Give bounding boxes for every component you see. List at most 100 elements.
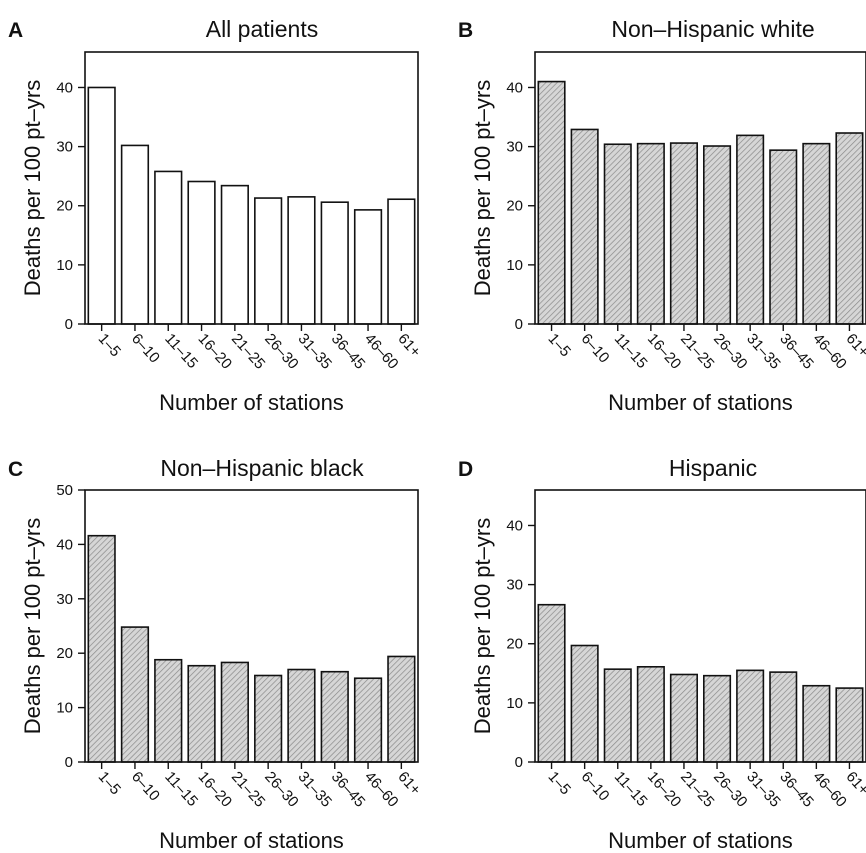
y-tick-label-a-40: 40: [56, 79, 73, 96]
y-tick-label-b-40: 40: [506, 79, 523, 96]
bar-a-6: [254, 197, 283, 325]
x-tick-label-b-9: 46–60: [809, 330, 850, 372]
bar-b-5: [669, 142, 698, 325]
panel-label-c: C: [8, 458, 23, 481]
y-axis-label-c: Deaths per 100 pt–yrs: [20, 518, 45, 734]
x-tick-label-d-7: 31–35: [743, 768, 784, 810]
bar-a-1: [87, 86, 116, 325]
bar-a-5: [220, 184, 249, 325]
bar-d-4: [636, 665, 665, 763]
bar-d-7: [736, 669, 765, 763]
x-tick-label-c-6: 26–30: [261, 768, 302, 810]
x-tick-label-b-7: 31–35: [743, 330, 784, 372]
chart-title-d: Hispanic: [669, 455, 757, 481]
chart-title-a: All patients: [206, 16, 319, 42]
y-tick-label-c-10: 10: [56, 700, 73, 717]
x-tick-label-c-7: 31–35: [294, 768, 335, 810]
x-tick-label-a-7: 31–35: [294, 330, 335, 372]
y-tick-label-b-20: 20: [506, 198, 523, 215]
bar-d-2: [570, 644, 599, 763]
x-tick-label-b-2: 6–10: [578, 330, 613, 366]
bar-b-6: [703, 145, 732, 325]
x-tick-label-c-8: 36–45: [328, 768, 369, 810]
y-tick-label-c-0: 0: [65, 754, 73, 771]
x-tick-label-c-5: 21–25: [228, 768, 269, 810]
bar-a-4: [187, 180, 216, 325]
x-tick-label-a-6: 26–30: [261, 330, 302, 372]
y-tick-label-d-40: 40: [506, 517, 523, 534]
y-tick-label-a-20: 20: [56, 198, 73, 215]
bar-c-7: [287, 668, 316, 763]
bar-b-1: [537, 80, 566, 325]
x-tick-label-c-9: 46–60: [361, 768, 402, 810]
plot-frame-b: [534, 51, 866, 325]
y-axis-label-d: Deaths per 100 pt–yrs: [470, 518, 495, 734]
x-tick-label-b-4: 16–20: [644, 330, 685, 372]
x-tick-label-b-6: 26–30: [710, 330, 751, 372]
plot-frame-c: [84, 489, 419, 763]
bar-d-8: [769, 671, 798, 763]
bar-d-1: [537, 603, 566, 763]
y-tick-label-a-10: 10: [56, 257, 73, 274]
y-tick-label-d-30: 30: [506, 577, 523, 594]
x-tick-label-d-4: 16–20: [644, 768, 685, 810]
bar-a-10: [387, 198, 416, 325]
bar-d-6: [703, 674, 732, 763]
bar-c-2: [120, 626, 150, 763]
x-tick-label-c-1: 1–5: [95, 768, 124, 798]
bar-b-10: [835, 132, 864, 325]
bar-d-5: [669, 673, 698, 763]
bar-c-6: [254, 674, 283, 763]
x-tick-label-b-8: 36–45: [776, 330, 817, 372]
y-tick-label-d-0: 0: [515, 754, 523, 771]
x-tick-label-c-10: 61+: [394, 768, 424, 798]
x-tick-label-a-3: 11–15: [161, 330, 201, 372]
y-tick-label-a-30: 30: [56, 139, 73, 156]
bar-c-1: [87, 534, 116, 763]
x-tick-label-a-10: 61+: [394, 330, 424, 360]
plot-frame-a: [84, 51, 419, 325]
bar-a-2: [120, 144, 150, 325]
x-tick-label-a-1: 1–5: [95, 330, 124, 360]
x-tick-label-a-5: 21–25: [228, 330, 269, 372]
x-tick-label-d-1: 1–5: [545, 768, 574, 798]
panel-label-b: B: [458, 19, 473, 42]
x-tick-label-d-2: 6–10: [578, 768, 613, 804]
x-tick-label-a-8: 36–45: [328, 330, 369, 372]
x-tick-label-d-6: 26–30: [710, 768, 751, 810]
chart-title-c: Non–Hispanic black: [160, 455, 364, 481]
bar-b-3: [603, 143, 632, 325]
bar-b-2: [570, 128, 599, 325]
x-tick-label-d-9: 46–60: [809, 768, 850, 810]
chart-panel-b: B Non–Hispanic white 0 10 20 30 40 1–5 6–1011–15…: [458, 16, 866, 415]
bar-b-4: [636, 142, 665, 325]
bar-b-7: [736, 134, 765, 325]
x-tick-label-d-3: 11–15: [611, 768, 651, 810]
bar-d-10: [835, 687, 864, 763]
bar-c-8: [320, 670, 349, 763]
x-tick-label-b-5: 21–25: [677, 330, 718, 372]
y-tick-label-b-30: 30: [506, 139, 523, 156]
chart-title-b: Non–Hispanic white: [611, 16, 814, 42]
x-axis-label-d: Number of stations: [608, 828, 793, 853]
x-tick-label-b-1: 1–5: [545, 330, 574, 360]
x-tick-label-b-3: 11–15: [611, 330, 651, 372]
y-tick-label-c-50: 50: [56, 482, 73, 499]
x-tick-label-d-5: 21–25: [677, 768, 718, 810]
y-tick-label-d-10: 10: [506, 695, 523, 712]
x-tick-label-c-3: 11–15: [161, 768, 201, 810]
y-tick-label-b-10: 10: [506, 257, 523, 274]
x-tick-label-d-8: 36–45: [776, 768, 817, 810]
plot-frame-d: [534, 489, 866, 763]
chart-panel-d: D Hispanic 0 10 20 30 40 1–5 6–1011–1516–2021–25…: [458, 455, 866, 853]
y-tick-label-c-40: 40: [56, 536, 73, 553]
x-tick-label-c-4: 16–20: [195, 768, 236, 810]
bar-b-8: [769, 149, 798, 325]
bar-a-9: [353, 209, 383, 325]
bar-c-5: [220, 661, 249, 763]
x-tick-label-a-9: 46–60: [361, 330, 402, 372]
x-axis-label-a: Number of stations: [159, 390, 344, 415]
panel-label-d: D: [458, 458, 473, 481]
